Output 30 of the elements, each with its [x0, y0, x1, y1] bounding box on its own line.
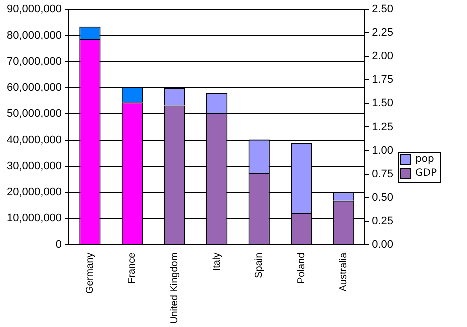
- x-tick-label: Germany: [84, 252, 96, 294]
- y2-tick-label: 0.25: [372, 215, 394, 228]
- y2-tick-label: 1.00: [372, 144, 394, 157]
- legend-label: GDP: [416, 168, 438, 180]
- y-tick-label: 80,000,000: [6, 30, 62, 42]
- y2-tick-label: 1.25: [372, 121, 394, 134]
- x-tick-label: Italy: [212, 252, 223, 272]
- x-tick-label: France: [127, 252, 138, 284]
- y-tick-label: 20,000,000: [6, 186, 62, 199]
- x-tick-label: Spain: [254, 252, 266, 278]
- y-tick-label: 40,000,000: [6, 134, 62, 146]
- y2-tick-label: 1.75: [372, 74, 394, 86]
- x-tick-label: Poland: [296, 252, 308, 284]
- y-tick-label: 10,000,000: [6, 212, 62, 225]
- y2-tick-label: 0.75: [372, 168, 394, 180]
- y2-tick-label: 2.00: [372, 50, 394, 63]
- y-tick-label: 90,000,000: [6, 4, 62, 16]
- x-tick-label: United Kingdom: [170, 252, 181, 324]
- y-tick-label: 60,000,000: [6, 82, 62, 94]
- x-tick-label: Australia: [338, 252, 350, 292]
- y-tick-label: 50,000,000: [6, 108, 62, 120]
- y2-tick-label: 2.50: [372, 4, 394, 16]
- y-tick-label: 70,000,000: [6, 56, 62, 68]
- y-tick-label: 0: [56, 238, 62, 251]
- y2-tick-label: 1.50: [372, 98, 394, 110]
- y2-tick-label: 0.50: [372, 192, 394, 204]
- y-tick-label: 30,000,000: [6, 160, 62, 172]
- legend-label: pop: [416, 154, 434, 166]
- y2-tick-label: 2.25: [372, 27, 394, 40]
- y2-tick-label: 0.00: [372, 238, 394, 251]
